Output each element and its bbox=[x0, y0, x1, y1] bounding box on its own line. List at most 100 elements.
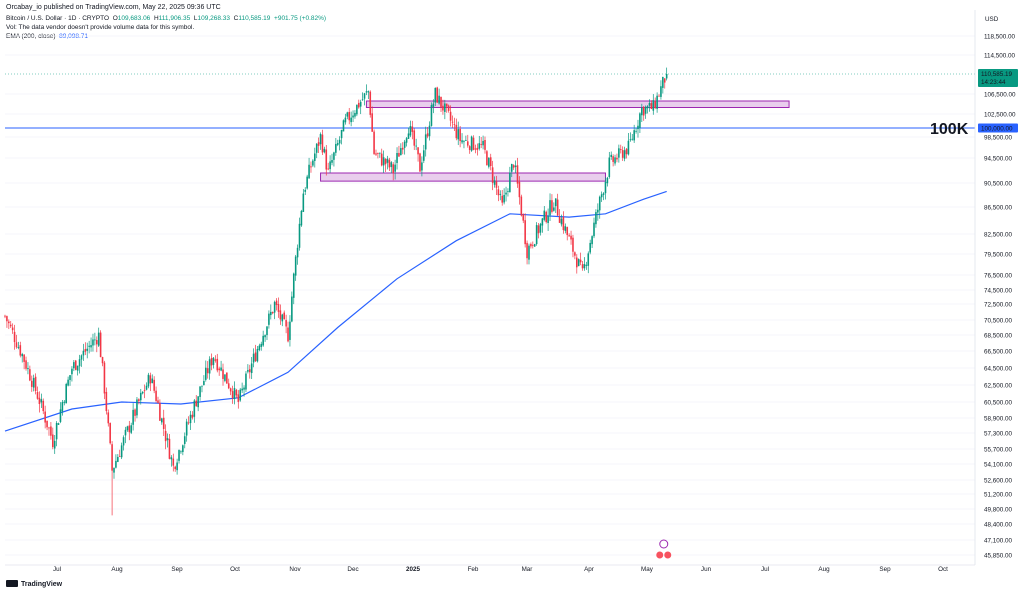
candle-body bbox=[663, 78, 666, 83]
candle-body bbox=[172, 458, 175, 466]
candle bbox=[484, 136, 486, 154]
candle-body bbox=[40, 399, 43, 403]
candle-body bbox=[623, 150, 626, 159]
candle-body bbox=[296, 247, 299, 258]
candle bbox=[522, 213, 525, 224]
candle bbox=[189, 410, 192, 430]
candle-body bbox=[333, 152, 335, 160]
candle bbox=[543, 206, 546, 222]
candle bbox=[187, 416, 190, 425]
candle bbox=[145, 382, 148, 391]
candle-body bbox=[212, 357, 215, 365]
event-markers[interactable] bbox=[656, 539, 672, 559]
candle bbox=[180, 450, 182, 454]
candle bbox=[6, 315, 8, 328]
candle-body bbox=[581, 264, 584, 269]
candle-body bbox=[593, 222, 595, 237]
candle-body bbox=[424, 134, 427, 150]
candle bbox=[191, 411, 194, 420]
candle bbox=[164, 424, 167, 450]
supply-demand-zone[interactable] bbox=[365, 100, 790, 108]
candle-body bbox=[138, 399, 140, 402]
candle-body bbox=[478, 143, 481, 149]
candle bbox=[388, 157, 391, 172]
candle-body bbox=[528, 245, 530, 260]
time-tick-label: May bbox=[641, 566, 654, 573]
candle bbox=[419, 152, 421, 172]
candle bbox=[264, 334, 266, 342]
candle bbox=[44, 405, 46, 429]
candle-body bbox=[170, 457, 173, 460]
candle bbox=[292, 272, 295, 305]
candle bbox=[411, 120, 414, 140]
candle-body bbox=[327, 168, 329, 170]
candle-body bbox=[36, 392, 39, 399]
candle-body bbox=[575, 257, 578, 268]
candle-body bbox=[465, 140, 467, 141]
supply-demand-zone[interactable] bbox=[320, 172, 606, 182]
candle-body bbox=[352, 115, 354, 118]
candle bbox=[27, 362, 29, 375]
candle bbox=[117, 454, 119, 463]
candle bbox=[208, 356, 211, 380]
us-flag-icon[interactable] bbox=[656, 551, 664, 559]
candle bbox=[23, 354, 25, 370]
candle bbox=[566, 226, 569, 241]
candle bbox=[459, 126, 461, 148]
candle-body bbox=[161, 418, 163, 423]
candle-body bbox=[76, 365, 79, 371]
candle-body bbox=[539, 223, 542, 233]
candle bbox=[170, 455, 173, 467]
price-tick-label: 47,100.00 bbox=[984, 538, 1013, 545]
candle bbox=[270, 304, 272, 320]
candle-body bbox=[602, 193, 605, 195]
candle bbox=[247, 364, 249, 374]
candle bbox=[430, 102, 433, 127]
candle bbox=[428, 121, 431, 141]
candle bbox=[438, 88, 440, 105]
candle bbox=[281, 313, 284, 327]
candle bbox=[139, 388, 142, 405]
candle-body bbox=[363, 93, 366, 99]
candle bbox=[266, 325, 268, 340]
candle bbox=[600, 191, 603, 202]
candle-body bbox=[168, 438, 171, 459]
candle bbox=[243, 385, 245, 397]
candle-body bbox=[509, 172, 511, 193]
high-label: H bbox=[153, 15, 159, 22]
candle bbox=[141, 391, 144, 395]
candle-body bbox=[453, 124, 456, 125]
candle-body bbox=[74, 360, 77, 370]
candle bbox=[625, 147, 628, 159]
time-axis[interactable]: Jul Aug Sep Oct Nov Dec 2025 Feb Mar Apr May Jun Jul… bbox=[5, 564, 975, 573]
candle bbox=[346, 111, 349, 120]
candle bbox=[227, 378, 230, 390]
candle-body bbox=[302, 193, 305, 212]
candle-body bbox=[583, 264, 586, 269]
candle bbox=[375, 149, 377, 157]
candle bbox=[73, 360, 75, 372]
candle bbox=[99, 330, 102, 358]
candle-body bbox=[281, 314, 284, 322]
candle bbox=[652, 94, 655, 115]
candle-body bbox=[73, 362, 75, 369]
candle-body bbox=[336, 143, 339, 145]
candle bbox=[518, 176, 521, 205]
candle bbox=[656, 92, 658, 113]
candle bbox=[476, 143, 479, 156]
candle bbox=[19, 341, 22, 358]
ema-value: 89,098.71 bbox=[59, 33, 89, 40]
candle bbox=[499, 190, 502, 201]
candle bbox=[176, 458, 178, 475]
candle-body bbox=[476, 147, 479, 150]
time-tick-label: Jul bbox=[761, 566, 769, 573]
candle-body bbox=[648, 102, 651, 106]
event-flag-icon[interactable] bbox=[659, 539, 669, 549]
candle bbox=[248, 364, 251, 379]
us-flag-icon[interactable] bbox=[664, 551, 672, 559]
candle bbox=[365, 84, 368, 96]
price-tick-label: 58,900.00 bbox=[984, 416, 1013, 423]
candle bbox=[283, 310, 286, 320]
